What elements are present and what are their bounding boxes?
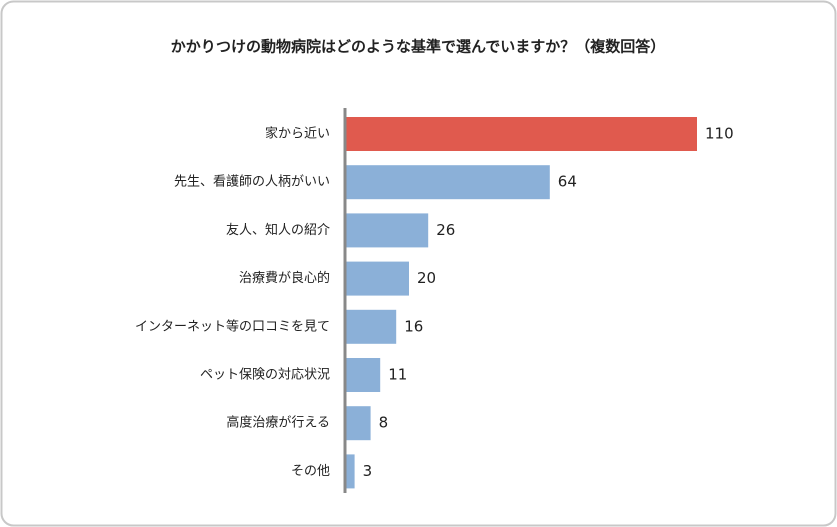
y-tick-label: 高度治療が行える — [226, 415, 330, 431]
bar — [346, 117, 697, 151]
value-label: 110 — [705, 125, 734, 143]
value-label: 20 — [417, 269, 436, 287]
value-label: 8 — [379, 414, 389, 432]
value-label: 26 — [436, 221, 455, 239]
y-tick-label: 治療費が良心的 — [239, 270, 330, 286]
bar — [346, 213, 429, 248]
value-label: 11 — [388, 366, 407, 384]
bar — [346, 358, 381, 392]
value-label: 64 — [558, 173, 577, 191]
bar — [346, 454, 355, 489]
bar — [346, 261, 409, 296]
y-tick-label: 友人、知人の紹介 — [226, 222, 330, 238]
y-tick-label: 家から近い — [265, 126, 330, 142]
bar — [346, 309, 397, 344]
chart-title: かかりつけの動物病院はどのような基準で選んでいますか？（複数回答） — [171, 38, 665, 56]
y-tick-label: インターネット等の口コミを見て — [135, 318, 330, 334]
y-tick-label: 先生、看護師の人柄がいい — [174, 174, 330, 190]
value-label: 3 — [363, 462, 373, 480]
bar — [346, 165, 550, 200]
y-tick-label: ペット保険の対応状況 — [200, 368, 330, 383]
value-label: 16 — [404, 317, 423, 335]
y-tick-label: その他 — [291, 464, 330, 479]
bar — [346, 406, 371, 441]
